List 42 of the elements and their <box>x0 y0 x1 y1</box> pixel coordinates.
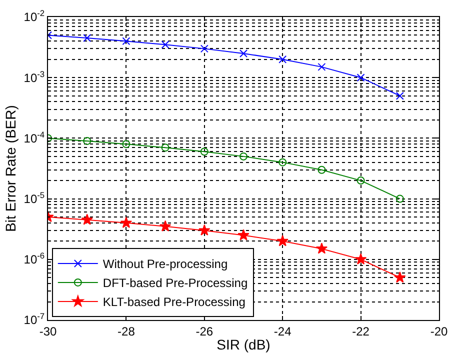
point <box>161 40 170 49</box>
point <box>356 176 365 185</box>
x-tick-label: -24 <box>274 324 292 338</box>
point <box>396 92 404 100</box>
point <box>356 74 365 82</box>
point <box>159 220 172 232</box>
point <box>396 194 404 203</box>
y-tick-label: 10$^{-6}$ <box>24 250 45 267</box>
point <box>81 214 93 225</box>
y-tick-label: 10$^{-5}$ <box>24 190 45 206</box>
legend-label: Without Pre-processing <box>102 257 228 272</box>
point <box>198 224 210 236</box>
point <box>318 166 326 174</box>
y-axis-title: Bit Error Rate (BER) <box>2 105 18 232</box>
x-tick-label: -28 <box>118 324 136 338</box>
legend-label: KLT-based Pre-Processing <box>102 295 246 310</box>
legend-label: DFT-based Pre-Processing <box>102 276 248 290</box>
y-tick-label: 10$^{-2}$ <box>24 8 45 24</box>
point <box>122 37 130 46</box>
point <box>238 229 250 240</box>
point <box>316 242 328 254</box>
y-tick-label: 10$^{-3}$ <box>24 68 45 85</box>
point <box>200 148 208 156</box>
point <box>276 235 288 246</box>
point <box>240 49 248 58</box>
point <box>122 140 130 148</box>
point <box>83 34 92 42</box>
y-tick-label: 10$^{-4}$ <box>24 129 45 146</box>
point <box>83 136 92 145</box>
x-tick-label: -22 <box>352 324 370 338</box>
point <box>278 55 287 64</box>
point <box>240 152 248 160</box>
point <box>200 44 208 53</box>
point <box>318 62 326 71</box>
point <box>120 216 132 228</box>
point <box>278 158 287 166</box>
x-tick-label: -26 <box>196 324 214 338</box>
point <box>394 272 406 283</box>
x-axis-title: SIR (dB) <box>216 336 270 353</box>
point <box>354 253 367 264</box>
x-tick-label: -20 <box>430 324 448 338</box>
point <box>161 144 170 152</box>
